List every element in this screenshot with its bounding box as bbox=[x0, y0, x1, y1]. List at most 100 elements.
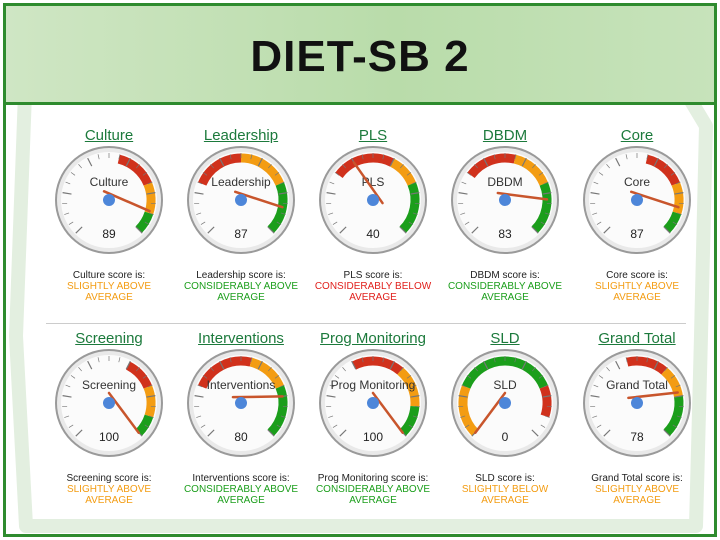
gauge-value: 89 bbox=[102, 227, 116, 241]
gauge-prog-monitoring[interactable]: Prog Monitoring Prog Monitoring 100 Prog Mo… bbox=[308, 330, 438, 530]
gauge-tick bbox=[194, 192, 204, 195]
gauge-tick bbox=[538, 172, 544, 176]
gauge-tick bbox=[400, 164, 404, 169]
gauge-zone-orange bbox=[397, 367, 420, 407]
gauge-label: SLD bbox=[493, 378, 517, 392]
gauge-tick bbox=[410, 395, 420, 398]
gauge-grand-total[interactable]: Grand Total Grand Total 78 Grand Total scor… bbox=[572, 330, 702, 530]
gauge-culture[interactable]: Culture Culture 89 Culture score is: SLIGHTL… bbox=[44, 127, 174, 327]
gauge-tick bbox=[674, 192, 684, 195]
gauge-pls[interactable]: PLS PLS 40 PLS score is: CONSIDERABLY BELOW A… bbox=[308, 127, 438, 327]
gauge-tick bbox=[675, 181, 681, 185]
gauge-label: Grand Total bbox=[606, 378, 668, 392]
gauge-tick bbox=[408, 221, 414, 225]
gauge-tick bbox=[267, 226, 275, 234]
gauge-tick bbox=[144, 424, 150, 428]
gauge-zone-green bbox=[462, 356, 548, 389]
gauge-tick bbox=[125, 157, 131, 167]
gauge-hub bbox=[103, 397, 115, 409]
gauge-title-link[interactable]: Culture bbox=[84, 127, 134, 144]
gauge-title-link[interactable]: Screening bbox=[75, 330, 143, 347]
gauge-level-line-2: AVERAGE bbox=[85, 495, 133, 506]
gauge-tick bbox=[676, 212, 682, 215]
gauge-tick bbox=[250, 357, 253, 363]
gauge-title-link[interactable]: PLS bbox=[358, 127, 388, 144]
gauge-score-text: Interventions score is: bbox=[192, 473, 290, 484]
gauge-zone-orange bbox=[671, 182, 684, 215]
gauge-tick bbox=[202, 172, 208, 176]
gauge-level-text: CONSIDERABLY ABOVE AVERAGE bbox=[298, 484, 448, 506]
gauge-tick bbox=[78, 367, 82, 372]
gauge-title-link[interactable]: DBDM bbox=[482, 127, 528, 144]
gauge-level-line-1: SLIGHTLY ABOVE bbox=[66, 281, 152, 292]
gauge-tick bbox=[229, 154, 232, 160]
gauge-tick bbox=[148, 415, 154, 418]
gauge-tick bbox=[361, 357, 364, 363]
gauge-title-link[interactable]: Leadership bbox=[203, 127, 279, 144]
gauge-tick bbox=[625, 154, 628, 160]
gauge-core[interactable]: Core Core 87 Core score is: SLIGHTLY ABOVE AV… bbox=[572, 127, 702, 327]
gauge-level-text: SLIGHTLY ABOVE AVERAGE bbox=[34, 281, 184, 303]
gauge-tick bbox=[542, 395, 552, 398]
gauge-tick bbox=[97, 154, 100, 160]
gauge-level-line-1: SLIGHTLY ABOVE bbox=[594, 484, 680, 495]
gauge-tick bbox=[521, 360, 527, 370]
gauge-level-text: SLIGHTLY ABOVE AVERAGE bbox=[562, 281, 712, 303]
gauge-tick bbox=[596, 424, 602, 428]
gauge-tick bbox=[144, 221, 150, 225]
row-divider bbox=[46, 323, 686, 324]
gauge-tick bbox=[135, 226, 143, 234]
gauge-title-link[interactable]: Grand Total bbox=[598, 330, 676, 347]
gauge-level-line-2: AVERAGE bbox=[349, 292, 397, 303]
gauge-tick bbox=[483, 360, 489, 370]
gauge-tick bbox=[194, 395, 204, 398]
gauge-tick bbox=[210, 367, 214, 372]
gauge-title-link[interactable]: Prog Monitoring bbox=[320, 330, 426, 347]
gauge-hub bbox=[367, 397, 379, 409]
gauge-tick bbox=[196, 212, 202, 215]
gauge-tick bbox=[493, 154, 496, 160]
gauge-zone-orange bbox=[249, 357, 284, 389]
gauge-tick bbox=[118, 357, 121, 363]
gauge-tick bbox=[543, 384, 549, 388]
gauge-tick bbox=[540, 424, 546, 428]
gauge-tick bbox=[406, 172, 412, 176]
gauge-tick bbox=[412, 415, 418, 418]
gauge-title-link[interactable]: SLD bbox=[490, 330, 520, 347]
gauge-tick bbox=[78, 164, 82, 169]
gauge-zone-orange bbox=[458, 385, 479, 436]
gauge-tick bbox=[250, 154, 253, 160]
gauge-value: 100 bbox=[363, 430, 383, 444]
gauge-dial: Screening 100 bbox=[55, 349, 163, 457]
gauge-title-link[interactable]: Interventions bbox=[198, 330, 284, 347]
gauge-tick bbox=[382, 154, 385, 160]
gauge-interventions[interactable]: Interventions Interventions 80 Intervention… bbox=[176, 330, 306, 530]
gauge-tick bbox=[147, 384, 153, 388]
gauge-tick bbox=[615, 360, 621, 370]
gauge-tick bbox=[672, 424, 678, 428]
gauge-tick bbox=[474, 164, 478, 169]
gauge-tick bbox=[64, 212, 70, 215]
gauge-level-text: CONSIDERABLY ABOVE AVERAGE bbox=[166, 484, 316, 506]
gauge-sld[interactable]: SLD SLD 0 SLD score is: SLIGHTLY BELOW AVERAG… bbox=[440, 330, 570, 530]
gauge-tick bbox=[219, 360, 225, 370]
title-bar: DIET-SB 2 bbox=[6, 6, 714, 105]
gauge-screening[interactable]: Screening Screening 100 Screening score is:… bbox=[44, 330, 174, 530]
gauge-tick bbox=[670, 375, 676, 379]
gauge-title-link[interactable]: Core bbox=[620, 127, 654, 144]
gauge-tick bbox=[406, 375, 412, 379]
gauge-tick bbox=[646, 357, 649, 363]
gauge-tick bbox=[412, 212, 418, 215]
gauge-dbdm[interactable]: DBDM DBDM 83 DBDM score is: CONSIDERABLY ABO… bbox=[440, 127, 570, 327]
gauge-tick bbox=[653, 360, 659, 370]
gauge-leadership[interactable]: Leadership Leadership 87 Leadership score i… bbox=[176, 127, 306, 327]
gauge-level-line-2: AVERAGE bbox=[217, 292, 265, 303]
gauge-tick bbox=[664, 164, 668, 169]
gauge-dial: DBDM 83 bbox=[451, 146, 559, 254]
gauge-level-text: SLIGHTLY BELOW AVERAGE bbox=[430, 484, 580, 506]
gauge-hub bbox=[235, 397, 247, 409]
gauge-tick bbox=[458, 395, 468, 398]
gauge-dial: Culture 89 bbox=[55, 146, 163, 254]
gauge-label: Prog Monitoring bbox=[331, 378, 416, 392]
gauge-tick bbox=[332, 424, 338, 428]
